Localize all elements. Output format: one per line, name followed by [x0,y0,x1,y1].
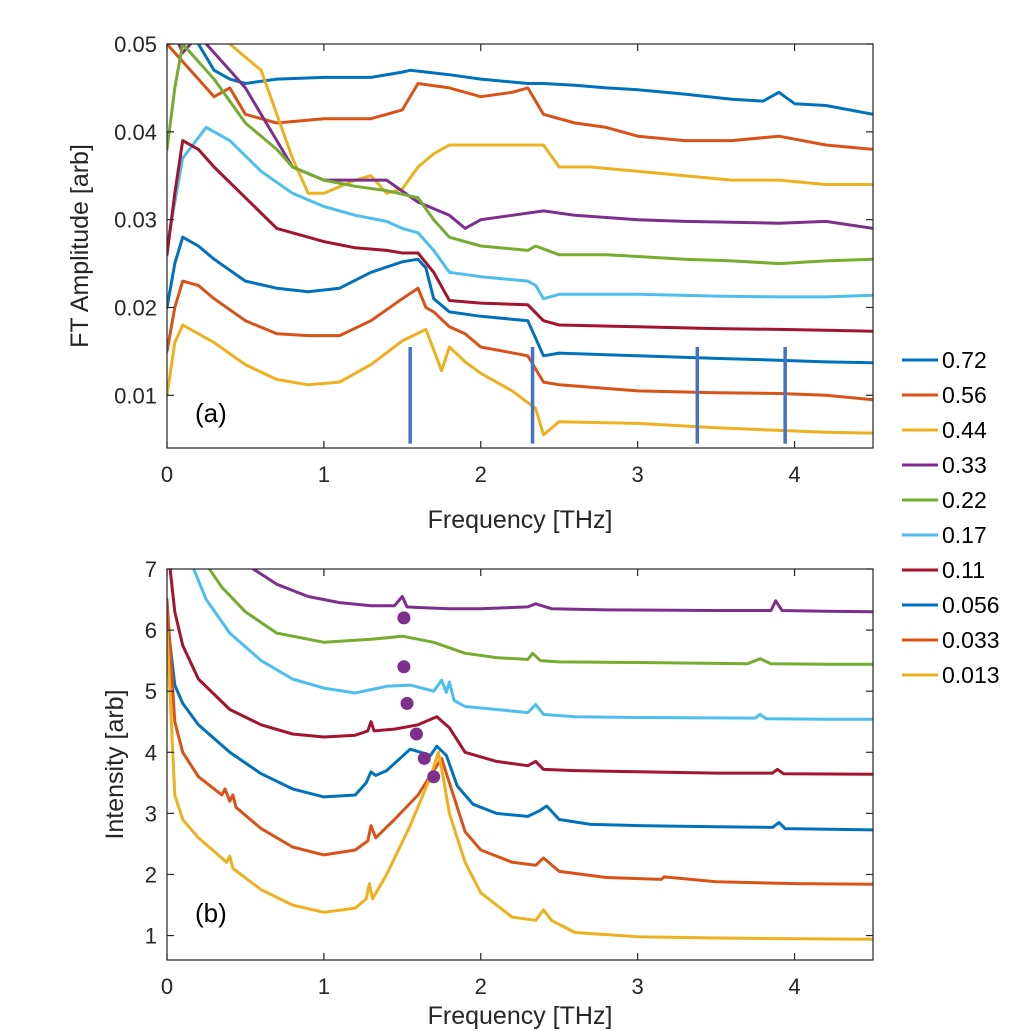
legend-label: 0.013 [942,662,1000,688]
y-tick-label: 0.03 [114,208,157,233]
peak-dot [400,696,414,710]
series-line-0.013 [167,628,873,941]
legend-label: 0.44 [942,417,987,443]
x-tick-label: 4 [788,462,800,487]
series-line-0.056 [167,235,873,365]
panel-label: (b) [195,898,227,928]
series-line-0.22 [207,569,873,666]
series-line-0.33 [167,44,873,230]
y-tick-label: 3 [145,801,157,826]
y-tick-label: 0.01 [114,383,157,408]
x-tick-label: 1 [318,462,330,487]
peak-dot [417,751,431,765]
x-tick-label: 2 [475,974,487,999]
series-line-0.56 [167,44,873,151]
series-line-0.22 [167,44,873,266]
x-tick-label: 3 [632,974,644,999]
legend-label: 0.056 [942,592,1000,618]
legend: 0.72 0.56 0.44 0.33 0.22 0.17 0.11 0.056 0.033 0.… [902,347,1000,688]
series-line-0.44 [167,44,873,195]
x-tick-label: 0 [161,974,173,999]
legend-label: 0.56 [942,382,987,408]
series-line-0.013 [167,323,873,437]
peak-dot [397,660,411,674]
x-tick-label: 2 [475,462,487,487]
y-axis-title: Intensity [arb] [101,689,129,839]
series-line-0.33 [251,569,873,614]
series-line-0.033 [167,279,873,402]
x-tick-label: 1 [318,974,330,999]
y-tick-label: 0.05 [114,32,157,57]
peak-dot [397,611,411,625]
peak-dot [427,770,441,784]
series-line-0.11 [167,139,873,333]
peak-dot [409,727,423,741]
series-line-0.72 [167,44,873,116]
y-tick-label: 5 [145,679,157,704]
panel-a: 0 1 2 3 4 0.01 0.02 0.03 0.04 0.05 Frequency [THz]… [66,32,874,534]
y-tick-label: 6 [145,618,157,643]
series-group [167,569,873,941]
axes-box [166,43,874,449]
legend-label: 0.11 [942,557,985,583]
series-group [167,44,873,444]
y-tick-label: 7 [145,557,157,582]
y-tick-label: 1 [145,924,157,949]
legend-label: 0.033 [942,627,1000,653]
y-tick-label: 4 [145,740,157,765]
legend-label: 0.22 [942,487,987,513]
series-line-0.056 [167,616,873,832]
x-tick-label: 0 [161,462,173,487]
legend-label: 0.33 [942,452,987,478]
axes-box [166,568,874,961]
y-tick-label: 0.02 [114,295,157,320]
x-axis-title: Frequency [THz] [428,506,613,534]
series-line-0.033 [167,598,873,886]
x-tick-label: 3 [632,462,644,487]
y-axis-title: FT Amplitude [arb] [66,144,94,348]
series-line-0.11 [168,569,873,776]
y-tick-label: 0.04 [114,120,157,145]
legend-label: 0.72 [942,347,987,373]
x-axis-title: Frequency [THz] [428,1002,613,1030]
legend-label: 0.17 [942,522,987,548]
panel-label: (a) [195,398,227,428]
series-line-0.17 [192,569,873,721]
x-tick-label: 4 [788,974,800,999]
y-tick-label: 2 [145,862,157,887]
series-line-0.17 [167,125,873,301]
